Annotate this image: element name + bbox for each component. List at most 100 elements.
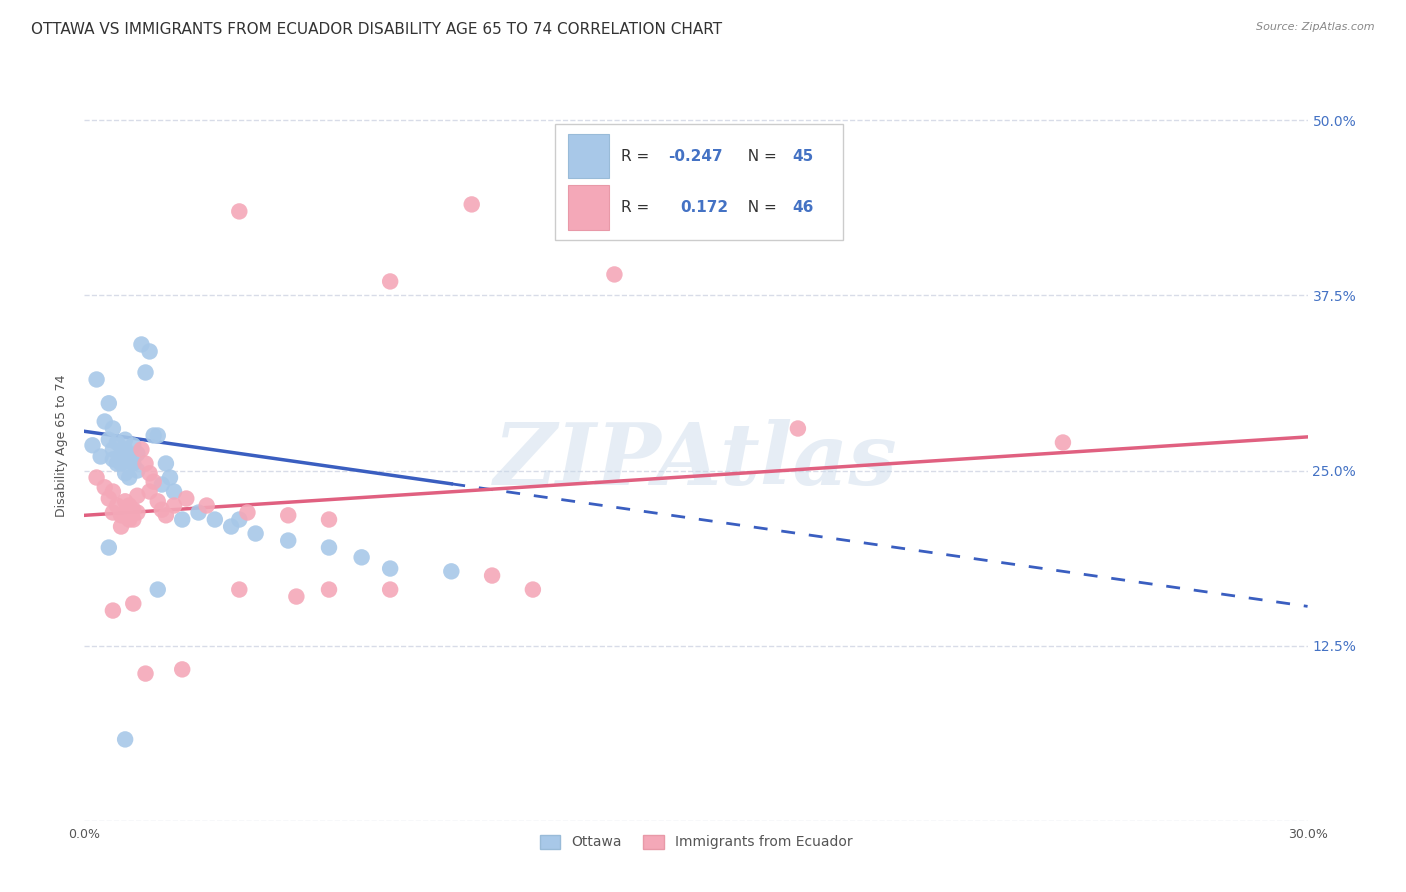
Point <box>110 508 132 523</box>
Point <box>122 597 145 611</box>
Point <box>127 489 149 503</box>
Point <box>97 491 120 506</box>
Point <box>86 470 108 484</box>
Point <box>118 452 141 467</box>
Text: ZIPAtlas: ZIPAtlas <box>494 419 898 503</box>
Point <box>105 435 128 450</box>
Point <box>127 506 149 520</box>
Point <box>114 442 136 457</box>
Point <box>101 442 124 457</box>
Point <box>163 484 186 499</box>
Point <box>380 561 402 575</box>
Point <box>101 452 124 467</box>
Point <box>228 204 250 219</box>
Point <box>138 344 160 359</box>
Point <box>219 519 242 533</box>
Point <box>603 268 626 282</box>
Point <box>138 467 160 481</box>
Text: 45: 45 <box>793 149 814 164</box>
Point <box>138 484 160 499</box>
Point <box>86 372 108 386</box>
Point <box>440 565 463 579</box>
Point <box>318 541 340 555</box>
Point <box>114 494 136 508</box>
Point <box>787 421 810 435</box>
Point <box>97 541 120 555</box>
Point <box>522 582 544 597</box>
Point <box>285 590 308 604</box>
Point <box>118 470 141 484</box>
Text: 0.172: 0.172 <box>681 200 728 215</box>
Point <box>122 457 145 471</box>
Point <box>93 480 115 494</box>
Text: N =: N = <box>738 200 782 215</box>
Point <box>82 438 104 452</box>
Point <box>114 508 136 523</box>
FancyBboxPatch shape <box>568 186 609 229</box>
Text: -0.247: -0.247 <box>668 149 723 164</box>
Point <box>118 512 141 526</box>
Point <box>142 475 165 489</box>
Point <box>127 447 149 461</box>
Point <box>150 502 173 516</box>
Point <box>122 502 145 516</box>
Point <box>481 568 503 582</box>
Point <box>101 603 124 617</box>
Point <box>228 582 250 597</box>
Point <box>172 662 194 676</box>
Point <box>187 506 209 520</box>
Point <box>105 499 128 513</box>
Point <box>122 438 145 452</box>
Point <box>135 457 157 471</box>
Point <box>114 732 136 747</box>
Y-axis label: Disability Age 65 to 74: Disability Age 65 to 74 <box>55 375 69 517</box>
Point <box>380 582 402 597</box>
Point <box>245 526 267 541</box>
Point <box>155 457 177 471</box>
Point <box>159 470 181 484</box>
Point <box>105 457 128 471</box>
Point <box>114 467 136 481</box>
Text: N =: N = <box>738 149 782 164</box>
Point <box>318 582 340 597</box>
Point <box>236 506 259 520</box>
Point <box>142 428 165 442</box>
Point <box>135 366 157 380</box>
Point <box>146 582 169 597</box>
Point <box>122 512 145 526</box>
Point <box>1052 435 1074 450</box>
Point <box>146 428 169 442</box>
Point <box>195 499 218 513</box>
Point <box>97 433 120 447</box>
Text: R =: R = <box>621 149 654 164</box>
Point <box>110 519 132 533</box>
Text: Source: ZipAtlas.com: Source: ZipAtlas.com <box>1257 22 1375 32</box>
Point <box>131 442 153 457</box>
Point <box>380 275 402 289</box>
Point <box>114 433 136 447</box>
Point <box>135 666 157 681</box>
Point <box>93 415 115 429</box>
Point <box>118 499 141 513</box>
Point <box>228 512 250 526</box>
Point <box>97 396 120 410</box>
Point <box>150 477 173 491</box>
Point <box>163 499 186 513</box>
Text: R =: R = <box>621 200 659 215</box>
Point <box>131 337 153 351</box>
Point <box>90 450 112 464</box>
Point <box>146 494 169 508</box>
Point <box>204 512 226 526</box>
FancyBboxPatch shape <box>555 124 842 240</box>
Point <box>350 550 373 565</box>
Point <box>172 512 194 526</box>
Legend: Ottawa, Immigrants from Ecuador: Ottawa, Immigrants from Ecuador <box>534 829 858 855</box>
Point <box>110 447 132 461</box>
Text: 46: 46 <box>793 200 814 215</box>
Point <box>110 457 132 471</box>
Point <box>101 421 124 435</box>
Point <box>277 533 299 548</box>
Point <box>461 197 484 211</box>
Point <box>277 508 299 523</box>
Text: OTTAWA VS IMMIGRANTS FROM ECUADOR DISABILITY AGE 65 TO 74 CORRELATION CHART: OTTAWA VS IMMIGRANTS FROM ECUADOR DISABI… <box>31 22 723 37</box>
